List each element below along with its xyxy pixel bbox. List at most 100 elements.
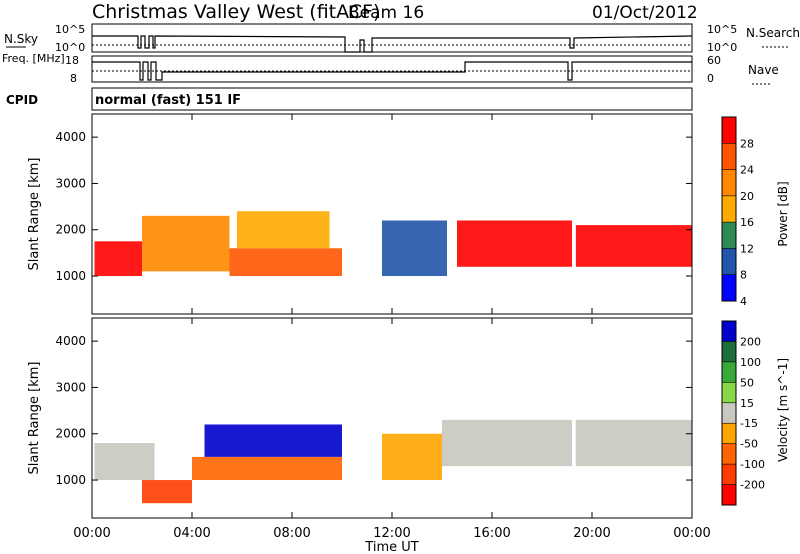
velocity-colorbar-tick-label: -50 — [740, 438, 758, 451]
velocity-colorbar-segment — [722, 382, 736, 404]
nsky-tick-top: 10^5 — [55, 23, 85, 36]
nave-tick-top: 60 — [707, 54, 721, 67]
time-tick-label: 00:00 — [673, 526, 710, 541]
nsearch-label: N.Search — [746, 26, 800, 40]
nsearch-tick-bottom: 10^0 — [707, 41, 737, 54]
time-tick-label: 04:00 — [173, 526, 210, 541]
time-tick-label: 20:00 — [573, 526, 610, 541]
velocity-colorbar: 200 100 50 15 -15 -50 -100 -200 — [721, 320, 765, 506]
velocity-scatter-region — [94, 443, 155, 481]
power-data-gap — [367, 114, 382, 314]
power-colorbar-segment — [722, 117, 736, 144]
freq-panel-frame — [91, 55, 693, 83]
velocity-colorbar-tick-label: 200 — [740, 335, 761, 348]
power-data-gap — [572, 114, 576, 314]
velocity-colorbar-tick-label: 15 — [740, 397, 754, 410]
power-colorbar-label: Power [dB] — [776, 181, 790, 246]
freq-tick-bottom: 8 — [70, 72, 77, 85]
velocity-y-axis: 4000 3000 2000 1000 — [55, 334, 692, 487]
velocity-colorbar-segment — [722, 321, 736, 342]
velocity-y-tick-label: 2000 — [55, 427, 86, 441]
velocity-colorbar-frame — [721, 320, 737, 506]
power-y-tick-label: 4000 — [55, 130, 86, 144]
nsky-trace — [92, 35, 693, 53]
nave-label: Nave — [748, 63, 779, 77]
velocity-y-tick-label: 4000 — [55, 334, 86, 348]
power-colorbar-segment — [722, 143, 736, 171]
velocity-ylabel: Slant Range [km] — [27, 362, 42, 475]
time-axis: 00:00 04:00 08:00 12:00 16:00 20:00 00:00 — [73, 114, 711, 541]
station-title: Christmas Valley West (fitACF) — [92, 1, 380, 23]
power-y-tick-label: 1000 — [55, 269, 86, 283]
power-colorbar-tick-label: 12 — [740, 242, 754, 255]
power-colorbar-segment — [722, 169, 736, 197]
velocity-data-gap — [342, 318, 357, 518]
power-data-gap — [342, 114, 357, 314]
freq-tick-top: 18 — [65, 54, 79, 67]
velocity-scatter-region — [204, 424, 342, 457]
cpid-panel-frame — [91, 87, 693, 111]
nave-tick-bottom: 0 — [707, 72, 714, 85]
nsky-label: N.Sky — [4, 32, 38, 46]
velocity-scatter-region — [442, 419, 692, 467]
velocity-colorbar-tick-label: -15 — [740, 417, 758, 430]
nsky-panel-frame — [91, 23, 693, 53]
power-scatter-region — [229, 248, 342, 277]
velocity-colorbar-segment — [722, 443, 736, 465]
power-y-axis: 4000 3000 2000 1000 — [55, 130, 692, 283]
power-y-tick-label: 2000 — [55, 223, 86, 237]
velocity-scatter-region — [382, 433, 442, 481]
velocity-scatter-region — [142, 480, 192, 504]
velocity-colorbar-tick-label: -100 — [740, 458, 765, 471]
power-colorbar: 28 24 20 16 12 8 4 — [721, 116, 754, 308]
velocity-y-tick-label: 1000 — [55, 473, 86, 487]
velocity-data-gap — [367, 318, 382, 518]
velocity-colorbar-segment — [722, 361, 736, 383]
date-label: 01/Oct/2012 — [592, 3, 698, 23]
power-scatter-region — [142, 215, 230, 272]
power-scatter-region — [237, 211, 330, 249]
velocity-colorbar-tick-label: -200 — [740, 479, 765, 492]
time-tick-label: 16:00 — [473, 526, 510, 541]
cpid-label: CPID — [6, 93, 38, 107]
time-tick-label: 00:00 — [73, 526, 110, 541]
power-colorbar-tick-label: 28 — [740, 137, 754, 150]
velocity-data-area — [94, 318, 692, 518]
nsearch-tick-top: 10^5 — [707, 23, 737, 36]
velocity-colorbar-tick-label: 100 — [740, 356, 761, 369]
power-panel-frame — [91, 113, 693, 315]
power-colorbar-segment — [722, 274, 736, 302]
power-colorbar-tick-label: 20 — [740, 190, 754, 203]
velocity-colorbar-segment — [722, 423, 736, 445]
velocity-colorbar-segment — [722, 484, 736, 506]
nsky-tick-bottom: 10^0 — [55, 41, 85, 54]
power-colorbar-tick-label: 24 — [740, 164, 754, 177]
power-colorbar-tick-label: 8 — [740, 269, 747, 282]
power-colorbar-segment — [722, 195, 736, 223]
power-scatter-region — [382, 220, 447, 277]
velocity-colorbar-tick-label: 50 — [740, 376, 754, 389]
freq-label: Freq. [MHz] — [2, 52, 65, 65]
power-scatter-region — [457, 220, 572, 267]
power-colorbar-tick-label: 4 — [740, 295, 747, 308]
power-colorbar-tick-label: 16 — [740, 216, 754, 229]
power-y-tick-label: 3000 — [55, 176, 86, 190]
velocity-colorbar-label: Velocity [m s^-1] — [776, 358, 790, 462]
power-ylabel: Slant Range [km] — [27, 158, 42, 271]
velocity-colorbar-segment — [722, 464, 736, 486]
velocity-y-tick-label: 3000 — [55, 380, 86, 394]
power-scatter-region — [94, 241, 142, 277]
power-data-area — [94, 114, 692, 314]
velocity-colorbar-segment — [722, 402, 736, 424]
cpid-mode: normal (fast) 151 IF — [95, 93, 241, 108]
time-tick-label: 08:00 — [273, 526, 310, 541]
beam-label: Beam 16 — [348, 3, 424, 23]
velocity-colorbar-segment — [722, 341, 736, 363]
time-tick-label: 12:00 — [373, 526, 410, 541]
power-colorbar-segment — [722, 248, 736, 276]
time-axis-label: Time UT — [364, 540, 418, 554]
power-colorbar-segment — [722, 222, 736, 249]
power-scatter-region — [575, 225, 692, 267]
velocity-scatter-region — [192, 456, 342, 481]
